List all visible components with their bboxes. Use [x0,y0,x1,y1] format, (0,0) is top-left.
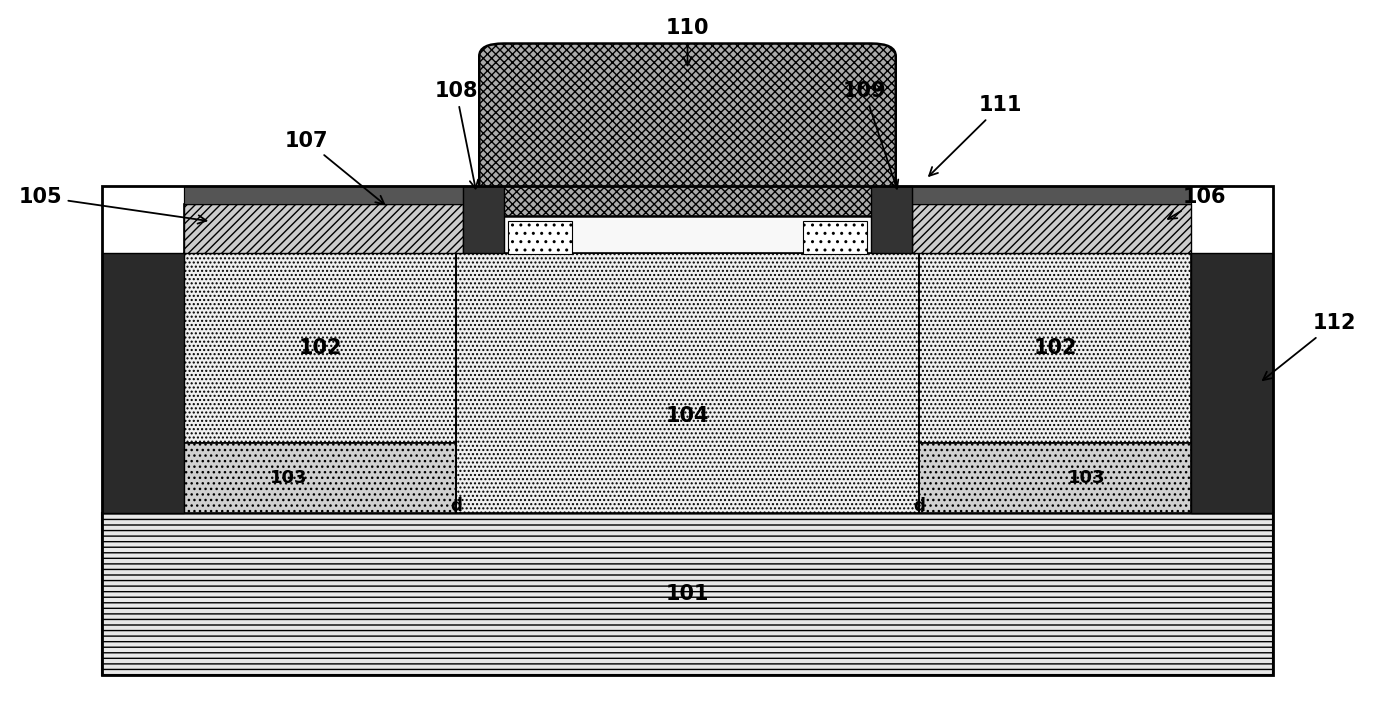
Text: 108: 108 [434,81,478,189]
Bar [1191,253,1273,513]
Bar [507,222,572,255]
FancyBboxPatch shape [480,44,895,217]
Text: d: d [913,497,925,515]
Text: 110: 110 [666,18,710,65]
Text: 103: 103 [1068,469,1106,487]
Text: 107: 107 [285,130,385,204]
Bar [102,253,184,513]
Text: 106: 106 [1167,187,1226,219]
Bar [184,186,1191,204]
Text: 111: 111 [930,95,1022,176]
Bar [463,186,503,253]
Bar [912,204,1191,253]
Bar [184,443,456,513]
Bar [918,443,1191,513]
Text: 109: 109 [843,81,898,189]
Bar [102,513,1273,675]
Text: 102: 102 [298,338,342,358]
Bar [184,204,463,253]
Text: 101: 101 [666,584,710,604]
Bar [184,186,463,204]
Text: 104: 104 [666,406,710,426]
Bar [803,222,868,255]
Text: 105: 105 [19,187,206,224]
Bar [456,253,918,513]
Text: 112: 112 [1262,313,1356,380]
Text: d: d [450,497,462,515]
Text: 103: 103 [270,469,308,487]
Bar [184,253,456,443]
Bar [102,186,1273,675]
Bar [872,186,912,253]
Bar [184,204,1191,253]
Text: 102: 102 [1033,338,1077,358]
Bar [918,253,1191,443]
Bar [912,186,1191,204]
